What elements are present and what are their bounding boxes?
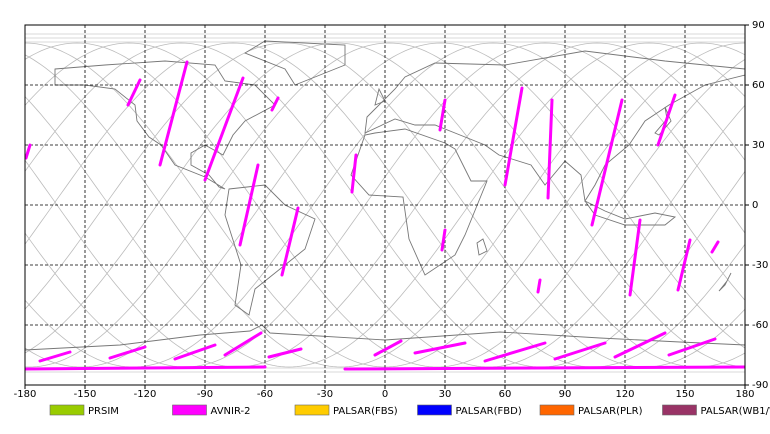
legend-swatch (663, 405, 697, 415)
legend-swatch (540, 405, 574, 415)
legend-label: PRSIM (88, 406, 119, 417)
x-tick-label: 90 (559, 389, 572, 400)
y-tick-label: 0 (752, 200, 758, 211)
legend-label: AVNIR-2 (211, 406, 251, 417)
x-tick-label: 120 (615, 389, 634, 400)
y-tick-label: -90 (752, 380, 768, 391)
x-tick-label: 0 (382, 389, 388, 400)
legend-label: PALSAR(FBS) (333, 406, 398, 417)
y-tick-label: 90 (752, 20, 765, 31)
x-tick-label: -30 (317, 389, 333, 400)
x-tick-label: 30 (439, 389, 452, 400)
x-tick-label: 150 (675, 389, 694, 400)
observation-track (25, 367, 265, 369)
legend: PRSIM AVNIR-2 PALSAR(FBS) PALSAR(FBD) PALSAR… (50, 405, 770, 417)
y-tick-label: -30 (752, 260, 768, 271)
legend-swatch (50, 405, 84, 415)
legend-swatch (173, 405, 207, 415)
x-tick-label: -150 (74, 389, 97, 400)
y-tick-label: -60 (752, 320, 768, 331)
y-tick-label: 60 (752, 80, 765, 91)
x-tick-label: -180 (14, 389, 37, 400)
legend-swatch (418, 405, 452, 415)
y-tick-label: 30 (752, 140, 765, 151)
observation-track (345, 367, 745, 369)
legend-swatch (295, 405, 329, 415)
x-tick-label: 60 (499, 389, 512, 400)
observation-track (538, 280, 540, 292)
x-tick-label: -60 (257, 389, 273, 400)
legend-label: PALSAR(WB1/WB2) (701, 406, 770, 417)
legend-label: PALSAR(PLR) (578, 406, 643, 417)
legend-label: PALSAR(FBD) (456, 406, 522, 417)
x-tick-label: -120 (134, 389, 157, 400)
x-tick-label: -90 (197, 389, 213, 400)
